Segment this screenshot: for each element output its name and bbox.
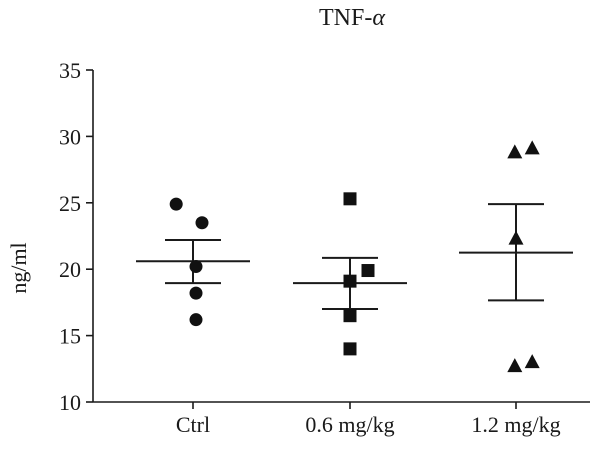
- chart-title-text: TNF-: [319, 5, 372, 31]
- chart-title: TNF-α: [319, 5, 385, 31]
- chart-title-greek: α: [372, 5, 385, 31]
- data-point-triangle: [507, 358, 523, 373]
- data-point-triangle: [524, 354, 540, 369]
- x-tick-label: 0.6 mg/kg: [305, 412, 394, 437]
- data-point-square: [343, 192, 357, 206]
- x-tick-label: Ctrl: [176, 412, 210, 437]
- data-point-square: [361, 264, 375, 278]
- data-point-circle: [189, 260, 203, 274]
- y-tick-label: 25: [59, 191, 81, 216]
- data-point-square: [343, 274, 357, 288]
- data-point-square: [343, 342, 357, 356]
- data-point-circle: [169, 197, 183, 211]
- data-point-circle: [189, 286, 203, 300]
- y-tick-label: 30: [59, 124, 81, 149]
- data-point-circle: [195, 216, 209, 230]
- data-point-circle: [189, 313, 203, 327]
- data-marks: [136, 140, 573, 373]
- axes: 10 15 20 25 30 35 Ctrl 0.6 mg/kg 1.2 mg/kg: [59, 58, 590, 437]
- y-tick-label: 15: [59, 324, 81, 349]
- data-point-square: [343, 309, 357, 323]
- y-tick-label: 35: [59, 58, 81, 83]
- y-tick-label: 10: [59, 390, 81, 415]
- y-tick-label: 20: [59, 257, 81, 282]
- y-axis-label: ng/ml: [6, 242, 31, 293]
- data-point-triangle: [507, 144, 523, 159]
- data-point-triangle: [508, 230, 524, 245]
- x-tick-label: 1.2 mg/kg: [471, 412, 560, 437]
- data-point-triangle: [524, 140, 540, 155]
